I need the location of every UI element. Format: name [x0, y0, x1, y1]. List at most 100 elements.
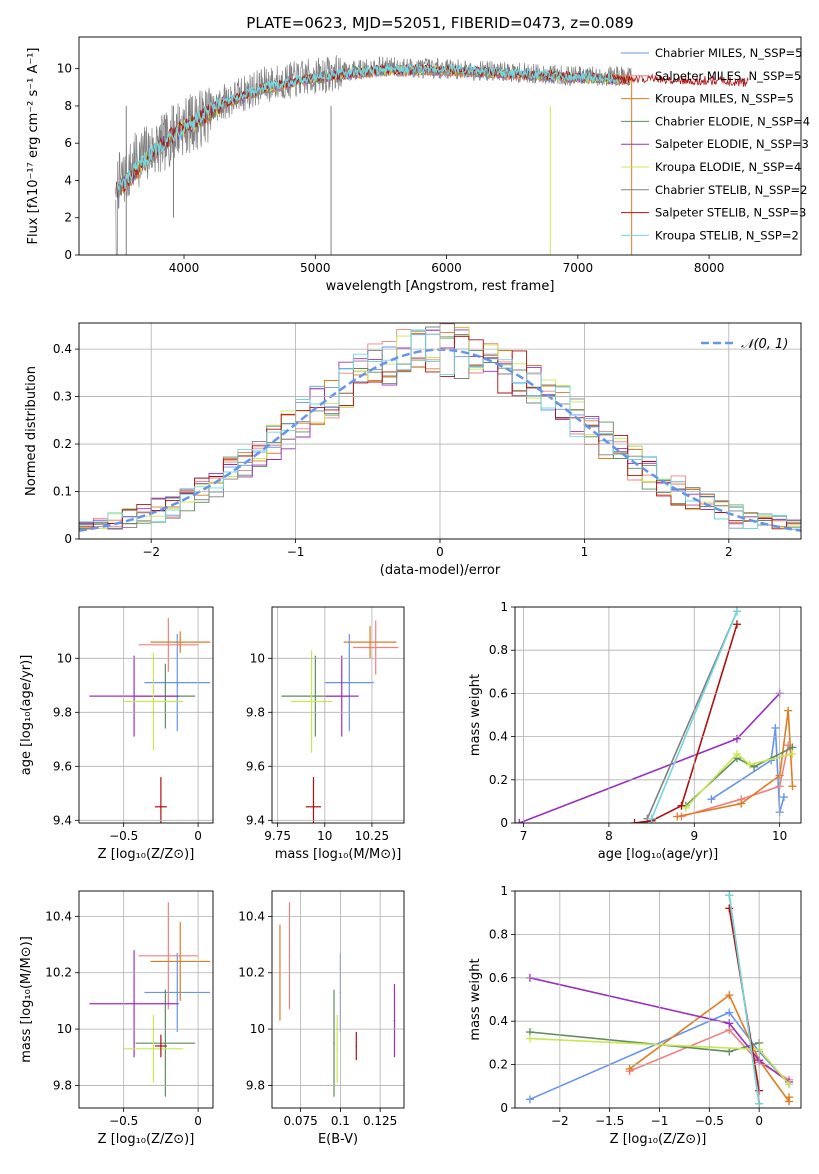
data-point — [167, 644, 170, 646]
y-axis-label: mass weight — [468, 958, 483, 1040]
x-tick-label: 10 — [772, 829, 787, 843]
axes-frame — [78, 890, 214, 1109]
axes-massweight_vs_age: 7 8 9 10 0 0.2 0.4 0.6 0.8 1 age [log₁₀(age/yr)] ma… — [468, 600, 802, 862]
axes-frame — [271, 890, 405, 1109]
y-tick-label: 0 — [64, 532, 72, 546]
data-point — [164, 1042, 167, 1044]
plot-area-age_vs_Z — [89, 617, 211, 823]
data-point — [314, 695, 317, 697]
y-tick-label: 0.6 — [489, 971, 508, 985]
figure-title: PLATE=0623, MJD=52051, FIBERID=0473, z=0… — [246, 14, 633, 32]
legend-entry: Chabrier MILES, N_SSP=5 — [655, 46, 802, 60]
x-tick-label: −1.5 — [595, 1114, 624, 1128]
x-tick-label: 0.125 — [363, 1114, 397, 1128]
legend-entry: Kroupa STELIB, N_SSP=2 — [655, 228, 799, 242]
y-axis-label: age [log₁₀(age/yr)] — [19, 655, 34, 776]
data-point — [336, 1048, 339, 1050]
y-tick-label: 0.2 — [489, 773, 508, 787]
x-tick-label: 0 — [755, 1114, 763, 1128]
data-point — [167, 955, 170, 957]
spectrum-data-line — [115, 55, 633, 255]
x-tick-label: 7 — [520, 829, 528, 843]
y-tick-label: 9.4 — [246, 813, 265, 827]
y-tick-label: 9.8 — [246, 705, 265, 719]
axes-massweight_vs_Z: −2 −1.5 −1 −0.5 0 0 0.2 0.4 0.6 0.8 1 Z [log₁₀(Z/Z⊙… — [468, 884, 802, 1147]
y-tick-label: 4 — [64, 173, 72, 187]
data-point — [152, 700, 155, 703]
series-line — [728, 895, 760, 1104]
axes-spectrum: 4000 5000 6000 7000 8000 0 2 4 6 8 10 wavelength [A… — [26, 36, 810, 294]
data-point — [176, 991, 179, 994]
x-tick-label: 5000 — [300, 261, 331, 275]
series-line — [529, 977, 790, 1083]
x-tick-label: −2 — [142, 545, 160, 559]
x-tick-label: 7000 — [563, 261, 594, 275]
data-point — [179, 960, 182, 963]
y-tick-label: 0.8 — [489, 643, 508, 657]
y-tick-label: 0.4 — [489, 1014, 508, 1028]
axes-residuals: −2 −1 0 1 2 0 0.1 0.2 0.3 0.4 (data-model)/error No… — [24, 322, 802, 578]
y-tick-label: 0.2 — [489, 1058, 508, 1072]
y-tick-label: 10 — [250, 1022, 265, 1036]
y-tick-label: 10.4 — [45, 909, 72, 923]
y-axis-label: mass weight — [468, 674, 483, 756]
data-point — [152, 1048, 155, 1050]
y-tick-label: 10 — [57, 1022, 72, 1036]
y-axis-label: Flux [fλ10⁻¹⁷ erg cm⁻² s⁻¹ A⁻¹] — [26, 48, 41, 245]
spectrum-model-line — [115, 65, 633, 197]
series-line — [685, 752, 793, 809]
x-tick-label: 8 — [605, 829, 613, 843]
x-tick-label: 10 — [317, 829, 332, 843]
data-point — [333, 1042, 335, 1044]
series-line — [634, 624, 738, 823]
plot-area-mass_vs_EBV — [279, 902, 396, 1097]
y-tick-label: 8 — [64, 99, 72, 113]
plot-area-age_vs_mass — [281, 620, 399, 823]
x-tick-label: 6000 — [431, 261, 462, 275]
x-axis-label: E(B-V) — [318, 1132, 358, 1147]
y-tick-label: 0.1 — [53, 485, 72, 499]
x-axis-label: Z [log₁₀(Z/Z⊙)] — [98, 1132, 195, 1147]
data-point — [133, 695, 135, 697]
x-tick-label: −0.5 — [109, 1114, 138, 1128]
y-tick-label: 0.4 — [489, 730, 508, 744]
y-tick-label: 0.4 — [53, 342, 72, 356]
y-tick-label: 10.2 — [238, 966, 265, 980]
legend-entry: Chabrier STELIB, N_SSP=2 — [655, 183, 807, 197]
legend-entry: Salpeter STELIB, N_SSP=3 — [655, 206, 806, 220]
x-tick-label: 2 — [725, 545, 733, 559]
plot-area-spectrum — [115, 55, 749, 255]
axes-frame — [271, 606, 405, 824]
y-tick-label: 2 — [64, 211, 72, 225]
y-tick-label: 9.8 — [53, 1078, 72, 1092]
axes-frame — [514, 606, 802, 824]
series-line — [681, 745, 789, 818]
y-tick-label: 1 — [500, 884, 508, 898]
x-tick-label: 8000 — [694, 261, 725, 275]
x-tick-label: −2 — [551, 1114, 569, 1128]
axes-frame — [514, 890, 802, 1109]
y-tick-label: 9.8 — [53, 705, 72, 719]
data-point — [348, 681, 351, 684]
y-tick-label: 10.2 — [45, 966, 72, 980]
data-point — [160, 806, 162, 808]
x-axis-label: mass [log₁₀(M/M⊙)] — [275, 847, 402, 862]
x-tick-label: 0 — [194, 1114, 202, 1128]
legend-entry: Kroupa MILES, N_SSP=5 — [655, 92, 794, 106]
data-point — [369, 641, 371, 643]
axes-mass_vs_Z: −0.5 0 9.8 10 10.2 10.4 Z [log₁₀(Z/Z⊙)] mass [l… — [19, 890, 214, 1147]
y-tick-label: 0.2 — [53, 437, 72, 451]
x-axis-label: Z [log₁₀(Z/Z⊙)] — [98, 847, 195, 862]
x-axis-label: Z [log₁₀(Z/Z⊙)] — [610, 1132, 707, 1147]
data-point — [133, 1002, 135, 1005]
data-point — [355, 1045, 358, 1047]
y-axis-label: mass [log₁₀(M/M⊙)] — [19, 936, 34, 1063]
spectrum-model-line — [115, 62, 618, 197]
x-tick-label: −1 — [651, 1114, 669, 1128]
y-tick-label: 10 — [57, 651, 72, 665]
plot-area-massweight_vs_age — [515, 607, 797, 823]
y-tick-label: 0.6 — [489, 686, 508, 700]
x-axis-label: age [log₁₀(age/yr)] — [598, 847, 719, 862]
